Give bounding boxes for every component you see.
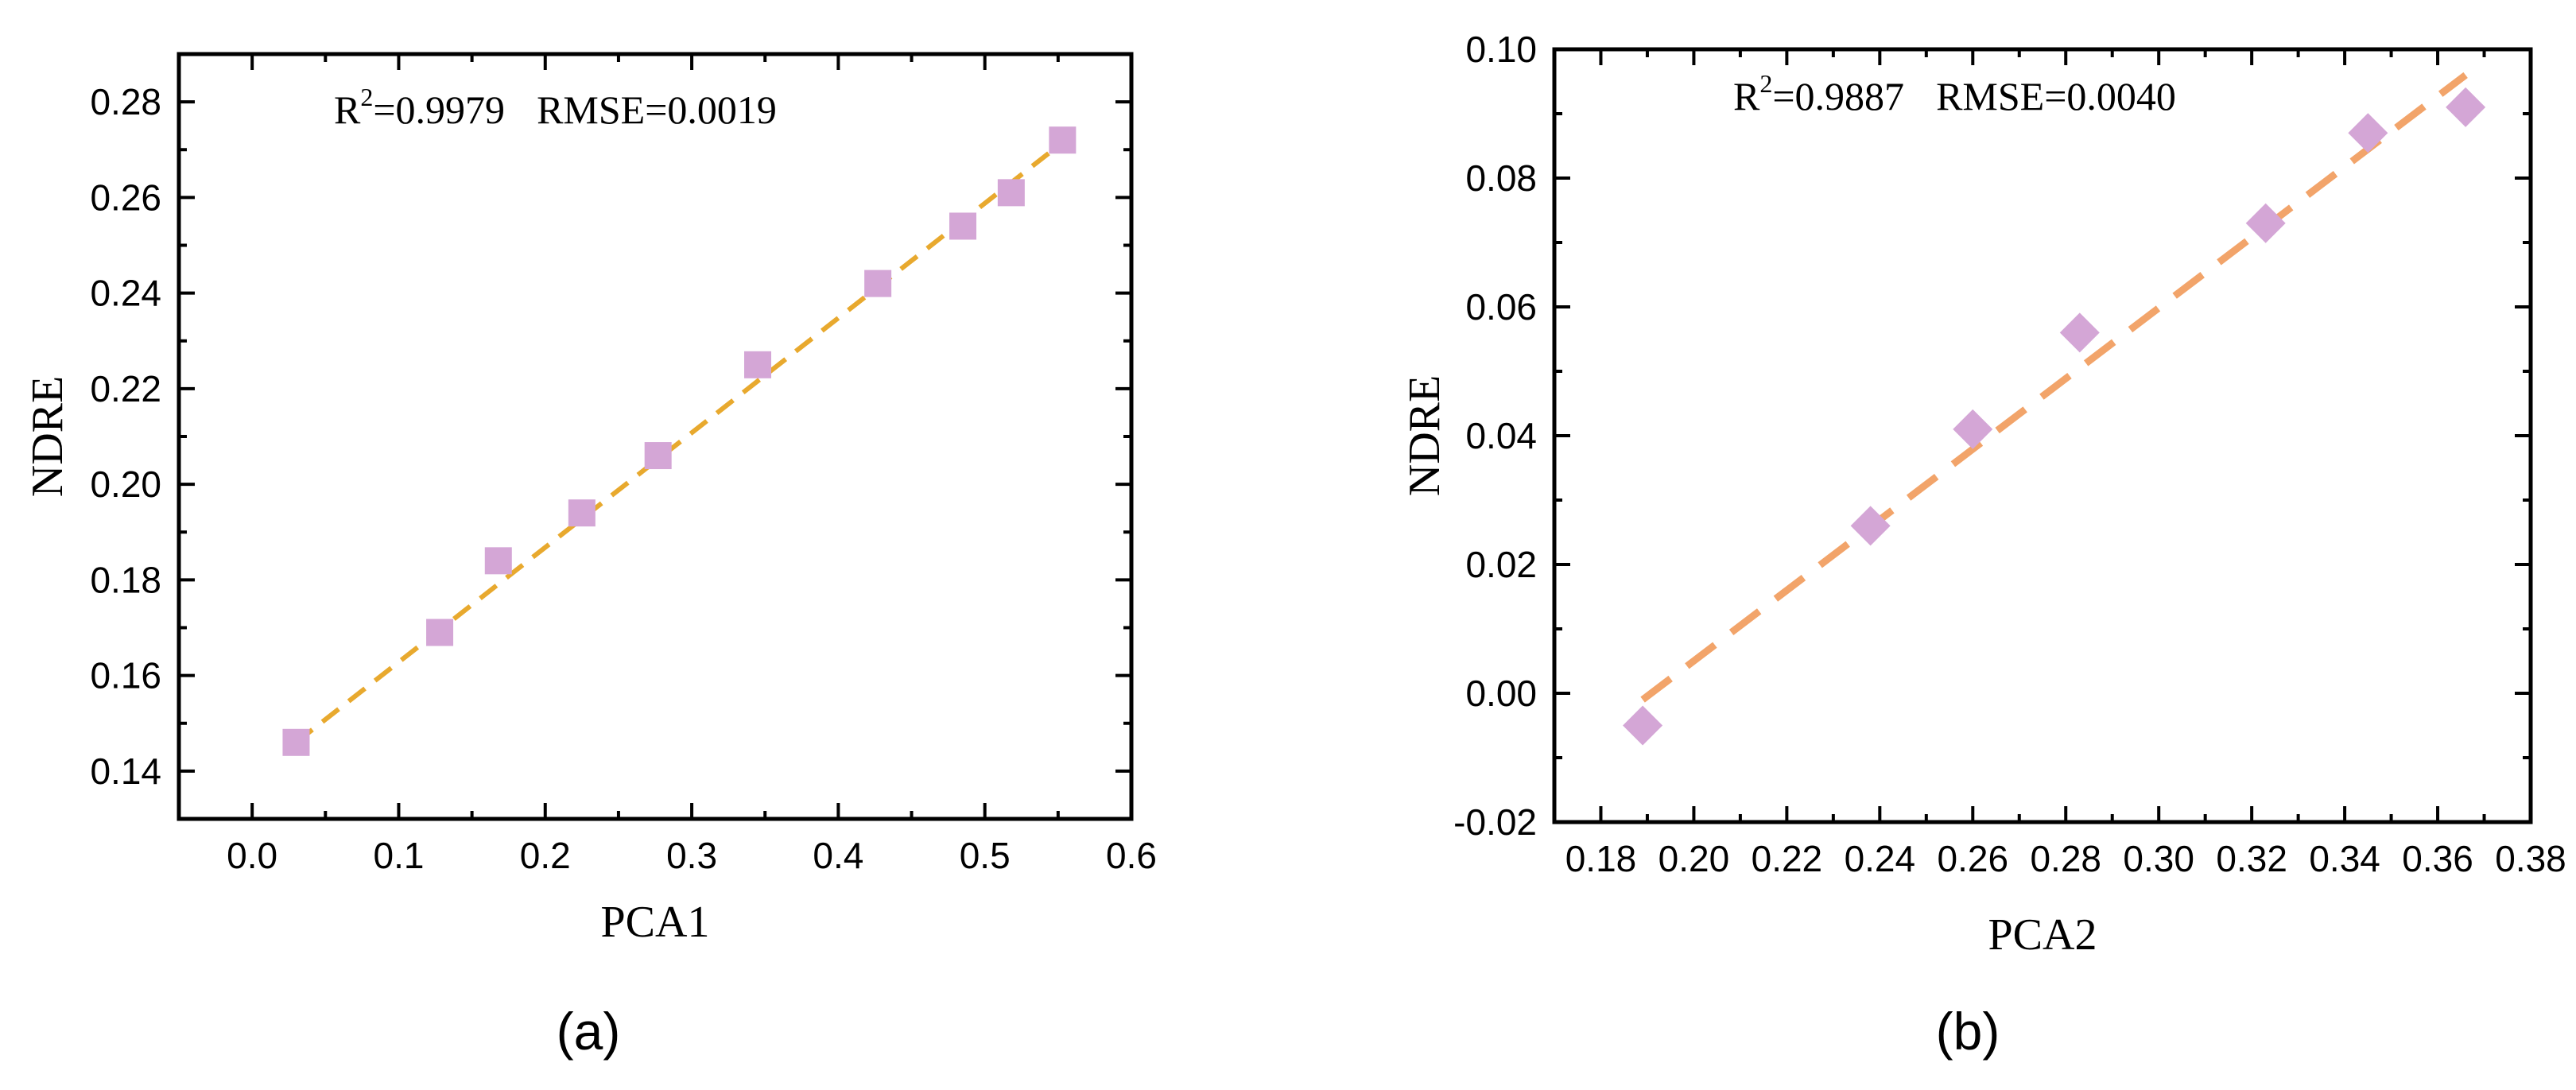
data-points: [282, 126, 1077, 756]
x-tick-label: 0.34: [2309, 838, 2380, 879]
x-tick-label: 0.18: [1565, 838, 1637, 879]
x-tick-label: 0.22: [1752, 838, 1823, 879]
y-tick-label: 0.06: [1465, 286, 1537, 328]
x-tick-label: 0.20: [1658, 838, 1730, 879]
plot-area-frame: [177, 52, 1134, 821]
y-tick-label: 0.00: [1465, 673, 1537, 714]
r2-value: =0.9979: [373, 87, 505, 132]
regression-fit-line: [294, 140, 1065, 745]
panel-label: (b): [1936, 1002, 2000, 1061]
y-tick-label: 0.18: [90, 559, 161, 600]
data-point-square: [1049, 126, 1077, 154]
x-tick-label: 0.5: [960, 835, 1011, 876]
r2-symbol: R: [334, 87, 361, 132]
y-tick-label: -0.02: [1453, 801, 1537, 843]
plot-area-frame: [1552, 47, 2533, 824]
panel-b: 0.18 0.20 0.22 0.24 0.26 0.28 0.30 0.32 0.34 0.36…: [1400, 29, 2566, 1061]
x-tick-label: 0.38: [2495, 838, 2566, 879]
data-point-square: [644, 442, 672, 470]
data-point-square: [864, 270, 892, 297]
y-tick-label: 0.28: [90, 81, 161, 122]
y-tick-label: 0.24: [90, 273, 161, 314]
fit-line-group: [1640, 72, 2468, 703]
data-point-square: [744, 351, 772, 378]
data-points: [1623, 87, 2486, 746]
x-tick-label: 0.4: [813, 835, 863, 876]
x-axis-title: PCA2: [1988, 910, 2097, 960]
r2-superscript: 2: [360, 83, 373, 111]
y-tick-label: 0.14: [90, 751, 161, 792]
fit-statistics-annotation: R2=0.9979 RMSE=0.0019: [334, 83, 777, 132]
y-axis-title: NDRE: [23, 376, 72, 497]
data-point-square: [484, 547, 512, 575]
data-point-diamond: [1623, 705, 1663, 746]
y-tick-label: 0.22: [90, 368, 161, 409]
y-tick-label: 0.10: [1465, 29, 1537, 70]
x-tick-label: 0.28: [2030, 838, 2101, 879]
data-point-square: [426, 619, 454, 646]
panel-label: (a): [557, 1002, 621, 1061]
data-point-diamond: [2059, 312, 2100, 353]
x-tick-label: 0.36: [2402, 838, 2473, 879]
x-tick-label: 0.3: [666, 835, 717, 876]
x-tick-label: 0.24: [1845, 838, 1916, 879]
data-point-diamond: [1850, 506, 1891, 546]
x-axis-title: PCA1: [601, 898, 710, 947]
x-tick-label: 0.0: [227, 835, 277, 876]
data-point-diamond: [2245, 203, 2286, 243]
fit-statistics-annotation: R2=0.9887 RMSE=0.0040: [1733, 69, 2176, 118]
data-point-square: [568, 499, 596, 527]
y-tick-label: 0.04: [1465, 415, 1537, 456]
rmse-value: RMSE=0.0019: [537, 87, 777, 132]
x-tick-label: 0.6: [1106, 835, 1157, 876]
data-point-diamond: [2348, 113, 2388, 153]
rmse-value: RMSE=0.0040: [1936, 74, 2176, 118]
axis-ticks: 0.18 0.20 0.22 0.24 0.26 0.28 0.30 0.32 0.34 0.36…: [1453, 29, 2566, 879]
r2-symbol: R: [1733, 74, 1760, 118]
data-point-diamond: [2446, 87, 2486, 127]
data-point-square: [997, 179, 1025, 207]
data-point-square: [282, 728, 310, 756]
x-tick-label: 0.1: [373, 835, 424, 876]
regression-fit-line: [1640, 72, 2468, 703]
fit-line-group: [294, 140, 1065, 745]
x-tick-label: 0.32: [2216, 838, 2287, 879]
y-tick-label: 0.20: [90, 464, 161, 505]
r2-value: =0.9887: [1772, 74, 1904, 118]
y-tick-label: 0.08: [1465, 157, 1537, 199]
r2-superscript: 2: [1759, 69, 1772, 98]
x-tick-label: 0.2: [520, 835, 571, 876]
x-tick-label: 0.30: [2123, 838, 2194, 879]
axis-ticks: 0.0 0.1 0.2 0.3 0.4 0.5 0.6 0.14 0.16 0.18 0.20 0.2…: [90, 52, 1157, 876]
x-tick-label: 0.26: [1938, 838, 2009, 879]
y-tick-label: 0.02: [1465, 544, 1537, 585]
y-axis-title: NDRE: [1400, 375, 1449, 496]
data-point-square: [949, 212, 977, 240]
panel-a: 0.0 0.1 0.2 0.3 0.4 0.5 0.6 0.14 0.16 0.18 0.20 0.2…: [23, 52, 1157, 1061]
y-tick-label: 0.16: [90, 655, 161, 696]
data-point-diamond: [1953, 409, 1993, 449]
y-tick-label: 0.26: [90, 176, 161, 218]
